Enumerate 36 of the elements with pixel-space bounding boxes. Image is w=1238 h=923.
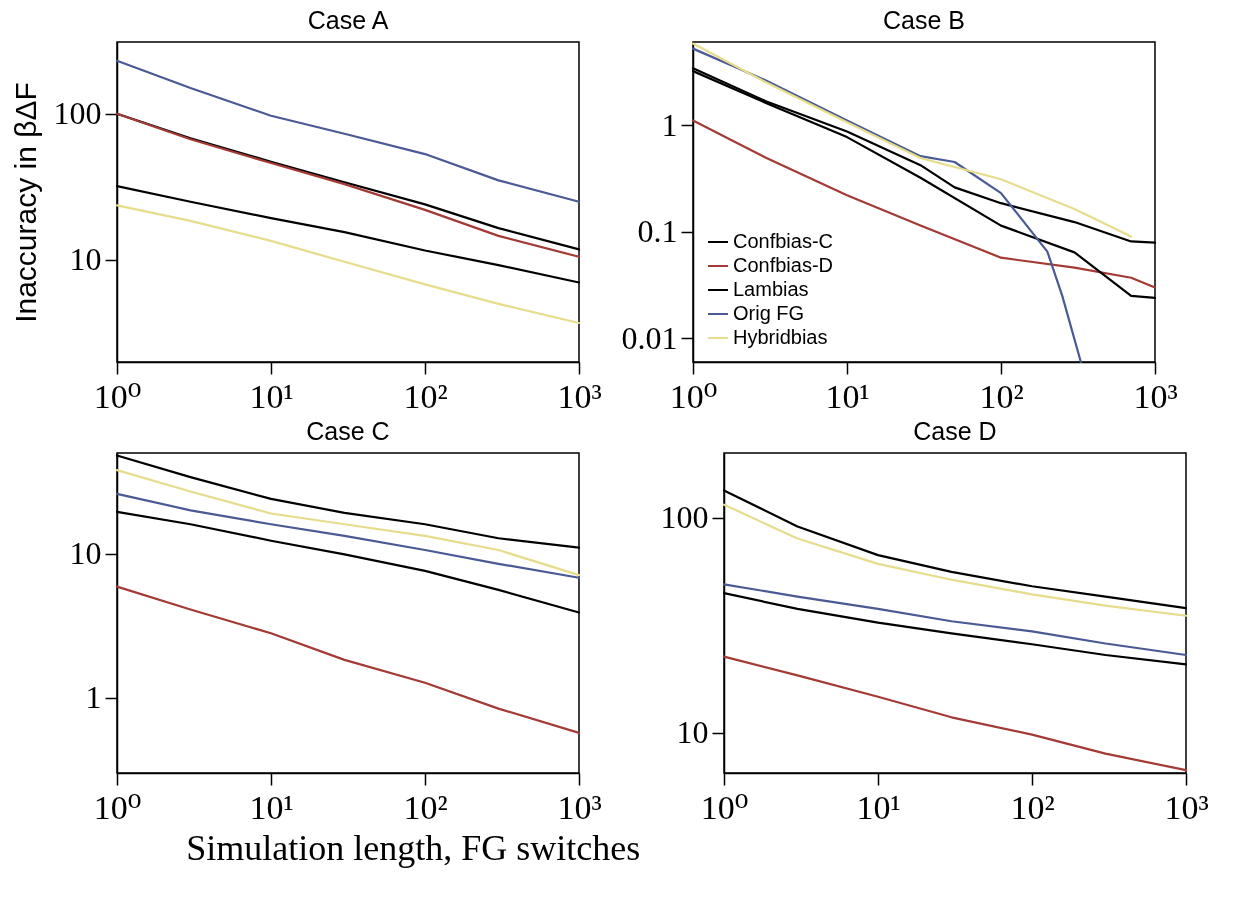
y-tick-label: 0.01: [621, 319, 678, 356]
chart-title: Case A: [307, 6, 389, 34]
legend-label: Orig FG: [733, 302, 805, 324]
chart-title: Case B: [883, 6, 965, 34]
y-tick-label: 100: [660, 499, 709, 536]
x-tick-label: 10⁰: [669, 377, 718, 415]
y-tick-label: 10: [69, 535, 102, 572]
x-tick-label: 10¹: [249, 377, 294, 415]
x-tick-label: 10⁰: [93, 788, 142, 826]
x-tick-label: 10⁰: [93, 377, 142, 415]
legend-label: Hybridbias: [733, 326, 828, 348]
y-tick-label: 10: [69, 241, 102, 278]
x-tick-label: 10¹: [825, 377, 870, 415]
y-tick-label: 100: [53, 95, 102, 132]
y-tick-label: 10: [676, 714, 709, 751]
y-tick-label: 0.1: [637, 213, 678, 250]
chart-title: Case D: [913, 417, 997, 445]
x-tick-label: 10²: [979, 377, 1024, 415]
y-axis-title: Inaccuracy in βΔF: [8, 82, 42, 323]
legend-label: Confbias-C: [733, 230, 834, 252]
x-tick-label: 10¹: [249, 788, 294, 826]
legend-label: Confbias-D: [733, 254, 834, 276]
x-tick-label: 10³: [557, 377, 602, 415]
x-tick-label: 10³: [557, 788, 602, 826]
x-tick-label: 10¹: [856, 788, 901, 826]
x-axis-title: Simulation length, FG switches: [186, 827, 641, 868]
legend-label: Lambias: [733, 278, 809, 300]
x-tick-label: 10²: [1010, 788, 1055, 826]
x-tick-label: 10³: [1133, 377, 1178, 415]
x-tick-label: 10⁰: [700, 788, 749, 826]
y-tick-label: 1: [661, 106, 678, 143]
chart-title: Case C: [306, 417, 390, 445]
y-tick-label: 1: [85, 679, 102, 716]
x-tick-label: 10²: [403, 377, 448, 415]
x-tick-label: 10³: [1164, 788, 1209, 826]
x-tick-label: 10²: [403, 788, 448, 826]
